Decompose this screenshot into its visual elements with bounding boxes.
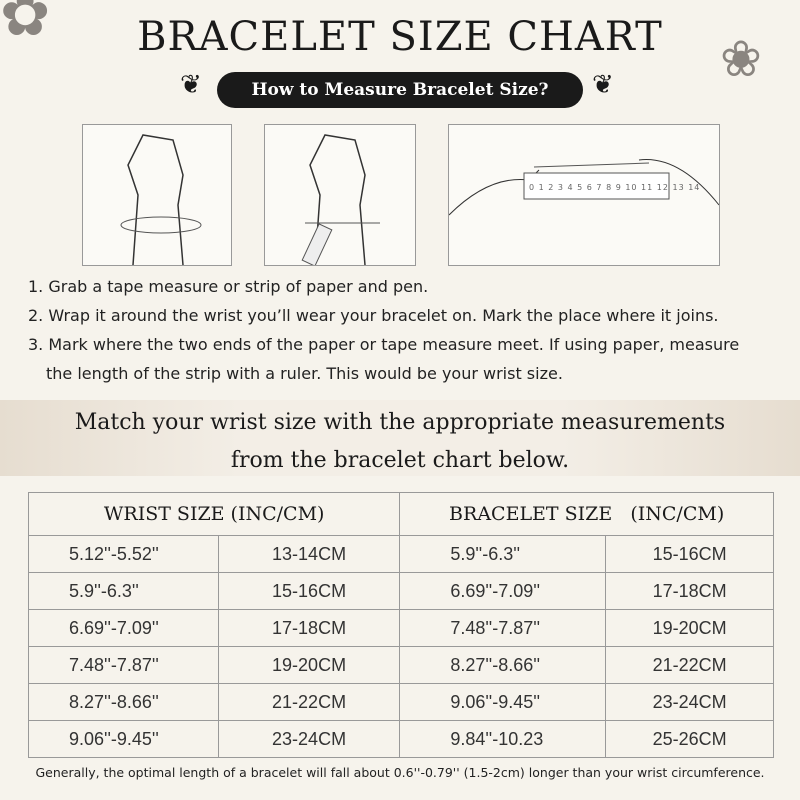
header-bracelet-size: BRACELET SIZE (INC/CM) [399, 492, 774, 536]
table-cell: 9.06''-9.45'' [28, 720, 219, 758]
swirl-left-icon: ❦ [180, 70, 202, 100]
table-cell: 5.9''-6.3'' [399, 535, 607, 573]
table-cell: 6.69''-7.09'' [399, 572, 607, 610]
table-row: 9.06''-9.45'' 23-24CM 9.84''-10.23 25-26CM [28, 720, 774, 758]
table-row: 6.69''-7.09'' 17-18CM 7.48''-7.87'' 19-20CM [28, 609, 774, 647]
swirl-right-icon: ❦ [592, 70, 614, 100]
lotus-decoration-icon: ❀ [720, 30, 762, 88]
table-cell: 8.27''-8.66'' [399, 646, 607, 684]
step-3-continued: the length of the strip with a ruler. Th… [46, 364, 563, 383]
banner-line-1: Match your wrist size with the appropria… [74, 410, 726, 435]
table-cell: 9.06''-9.45'' [399, 683, 607, 721]
table-row: 7.48''-7.87'' 19-20CM 8.27''-8.66'' 21-22CM [28, 646, 774, 684]
table-cell: 15-16CM [605, 535, 774, 573]
table-cell: 25-26CM [605, 720, 774, 758]
subtitle-pill: How to Measure Bracelet Size? [217, 72, 583, 108]
table-cell: 5.9''-6.3'' [28, 572, 219, 610]
table-cell: 17-18CM [605, 572, 774, 610]
footnote: Generally, the optimal length of a brace… [35, 765, 765, 780]
table-cell: 17-18CM [217, 609, 401, 647]
size-table: WRIST SIZE (INC/CM) BRACELET SIZE (INC/C… [27, 492, 774, 758]
table-row: 5.9''-6.3'' 15-16CM 6.69''-7.09'' 17-18CM [28, 572, 774, 610]
table-row: 5.12''-5.52'' 13-14CM 5.9''-6.3'' 15-16CM [28, 535, 774, 573]
table-cell: 6.69''-7.09'' [28, 609, 219, 647]
instruction-steps: 1. Grab a tape measure or strip of paper… [28, 272, 739, 388]
table-cell: 21-22CM [217, 683, 401, 721]
table-cell: 8.27''-8.66'' [28, 683, 219, 721]
step-1: 1. Grab a tape measure or strip of paper… [28, 277, 429, 296]
illustration-hand-mark [264, 124, 416, 267]
table-row: 8.27''-8.66'' 21-22CM 9.06''-9.45'' 23-24CM [28, 683, 774, 721]
table-header: WRIST SIZE (INC/CM) BRACELET SIZE (INC/C… [27, 492, 774, 536]
table-cell: 7.48''-7.87'' [28, 646, 219, 684]
banner-line-2: from the bracelet chart below. [230, 448, 570, 473]
header-wrist-size: WRIST SIZE (INC/CM) [27, 492, 401, 536]
table-cell: 15-16CM [217, 572, 401, 610]
table-cell: 21-22CM [605, 646, 774, 684]
table-cell: 9.84''-10.23 [399, 720, 607, 758]
step-2: 2. Wrap it around the wrist you’ll wear … [28, 306, 719, 325]
page-title: BRACELET SIZE CHART [137, 14, 663, 60]
ruler-numbers: 0 1 2 3 4 5 6 7 8 9 10 11 12 13 14 [529, 183, 701, 192]
table-cell: 19-20CM [605, 609, 774, 647]
illustration-hand-tape [82, 124, 232, 266]
illustration-ruler: 0 1 2 3 4 5 6 7 8 9 10 11 12 13 14 [448, 124, 720, 266]
table-cell: 13-14CM [217, 535, 401, 573]
instruction-banner: Match your wrist size with the appropria… [0, 400, 800, 476]
table-cell: 5.12''-5.52'' [28, 535, 219, 573]
table-cell: 23-24CM [605, 683, 774, 721]
mandala-decoration-icon: ✿ [0, 0, 51, 50]
table-cell: 23-24CM [217, 720, 401, 758]
step-3: 3. Mark where the two ends of the paper … [28, 335, 740, 354]
table-cell: 19-20CM [217, 646, 401, 684]
table-cell: 7.48''-7.87'' [399, 609, 607, 647]
